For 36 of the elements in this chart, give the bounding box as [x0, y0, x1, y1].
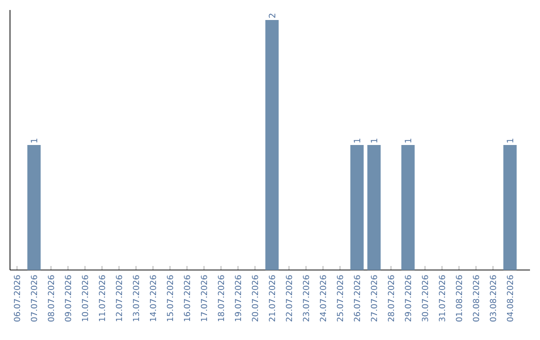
x-tick-label: 24.07.2026: [320, 275, 326, 322]
x-tick-label: 25.07.2026: [336, 275, 344, 322]
data-label: 1: [404, 138, 412, 142]
x-tick-label: 20.07.2026: [252, 275, 258, 322]
data-label: 1: [30, 138, 38, 142]
x-tick-label: 01.08.2026: [456, 275, 462, 322]
x-tick-label: 06.07.2026: [14, 275, 20, 322]
x-tick-label: 14.07.2026: [150, 275, 156, 322]
data-label: 1: [354, 138, 360, 142]
x-tick-label: 03.08.2026: [490, 275, 496, 322]
x-tick-label: 12.07.2026: [116, 275, 122, 322]
x-tick-label: 07.07.2026: [30, 275, 38, 322]
x-tick-label: 11.07.2026: [98, 275, 106, 322]
data-label: 2: [268, 14, 276, 18]
x-tick-label: 02.08.2026: [472, 275, 480, 322]
x-tick-label: 17.07.2026: [200, 275, 208, 322]
x-tick-label: 13.07.2026: [132, 275, 140, 322]
x-tick-label: 04.08.2026: [506, 275, 514, 322]
x-tick-label: 18.07.2026: [218, 275, 224, 322]
x-tick-label: 31.07.2026: [438, 275, 446, 322]
x-tick-label: 30.07.2026: [422, 275, 428, 322]
x-tick-label: 29.07.2026: [404, 275, 412, 322]
x-tick-label: 15.07.2026: [166, 275, 174, 322]
x-tick-label: 22.07.2026: [286, 275, 292, 322]
x-tick-label: 08.07.2026: [48, 275, 54, 322]
x-tick-label: 26.07.2026: [354, 275, 360, 322]
x-tick-label: 16.07.2026: [184, 275, 190, 322]
data-label: 1: [506, 138, 514, 142]
x-tick-label: 27.07.2026: [370, 275, 378, 322]
x-tick-label: 09.07.2026: [64, 275, 72, 322]
data-label: 1: [370, 138, 378, 142]
x-tick-label: 19.07.2026: [234, 275, 242, 322]
x-tick-label: 28.07.2026: [388, 275, 394, 322]
x-tick-label: 21.07.2026: [268, 275, 276, 322]
x-tick-label: 23.07.2026: [302, 275, 310, 322]
x-tick-label: 10.07.2026: [82, 275, 88, 322]
